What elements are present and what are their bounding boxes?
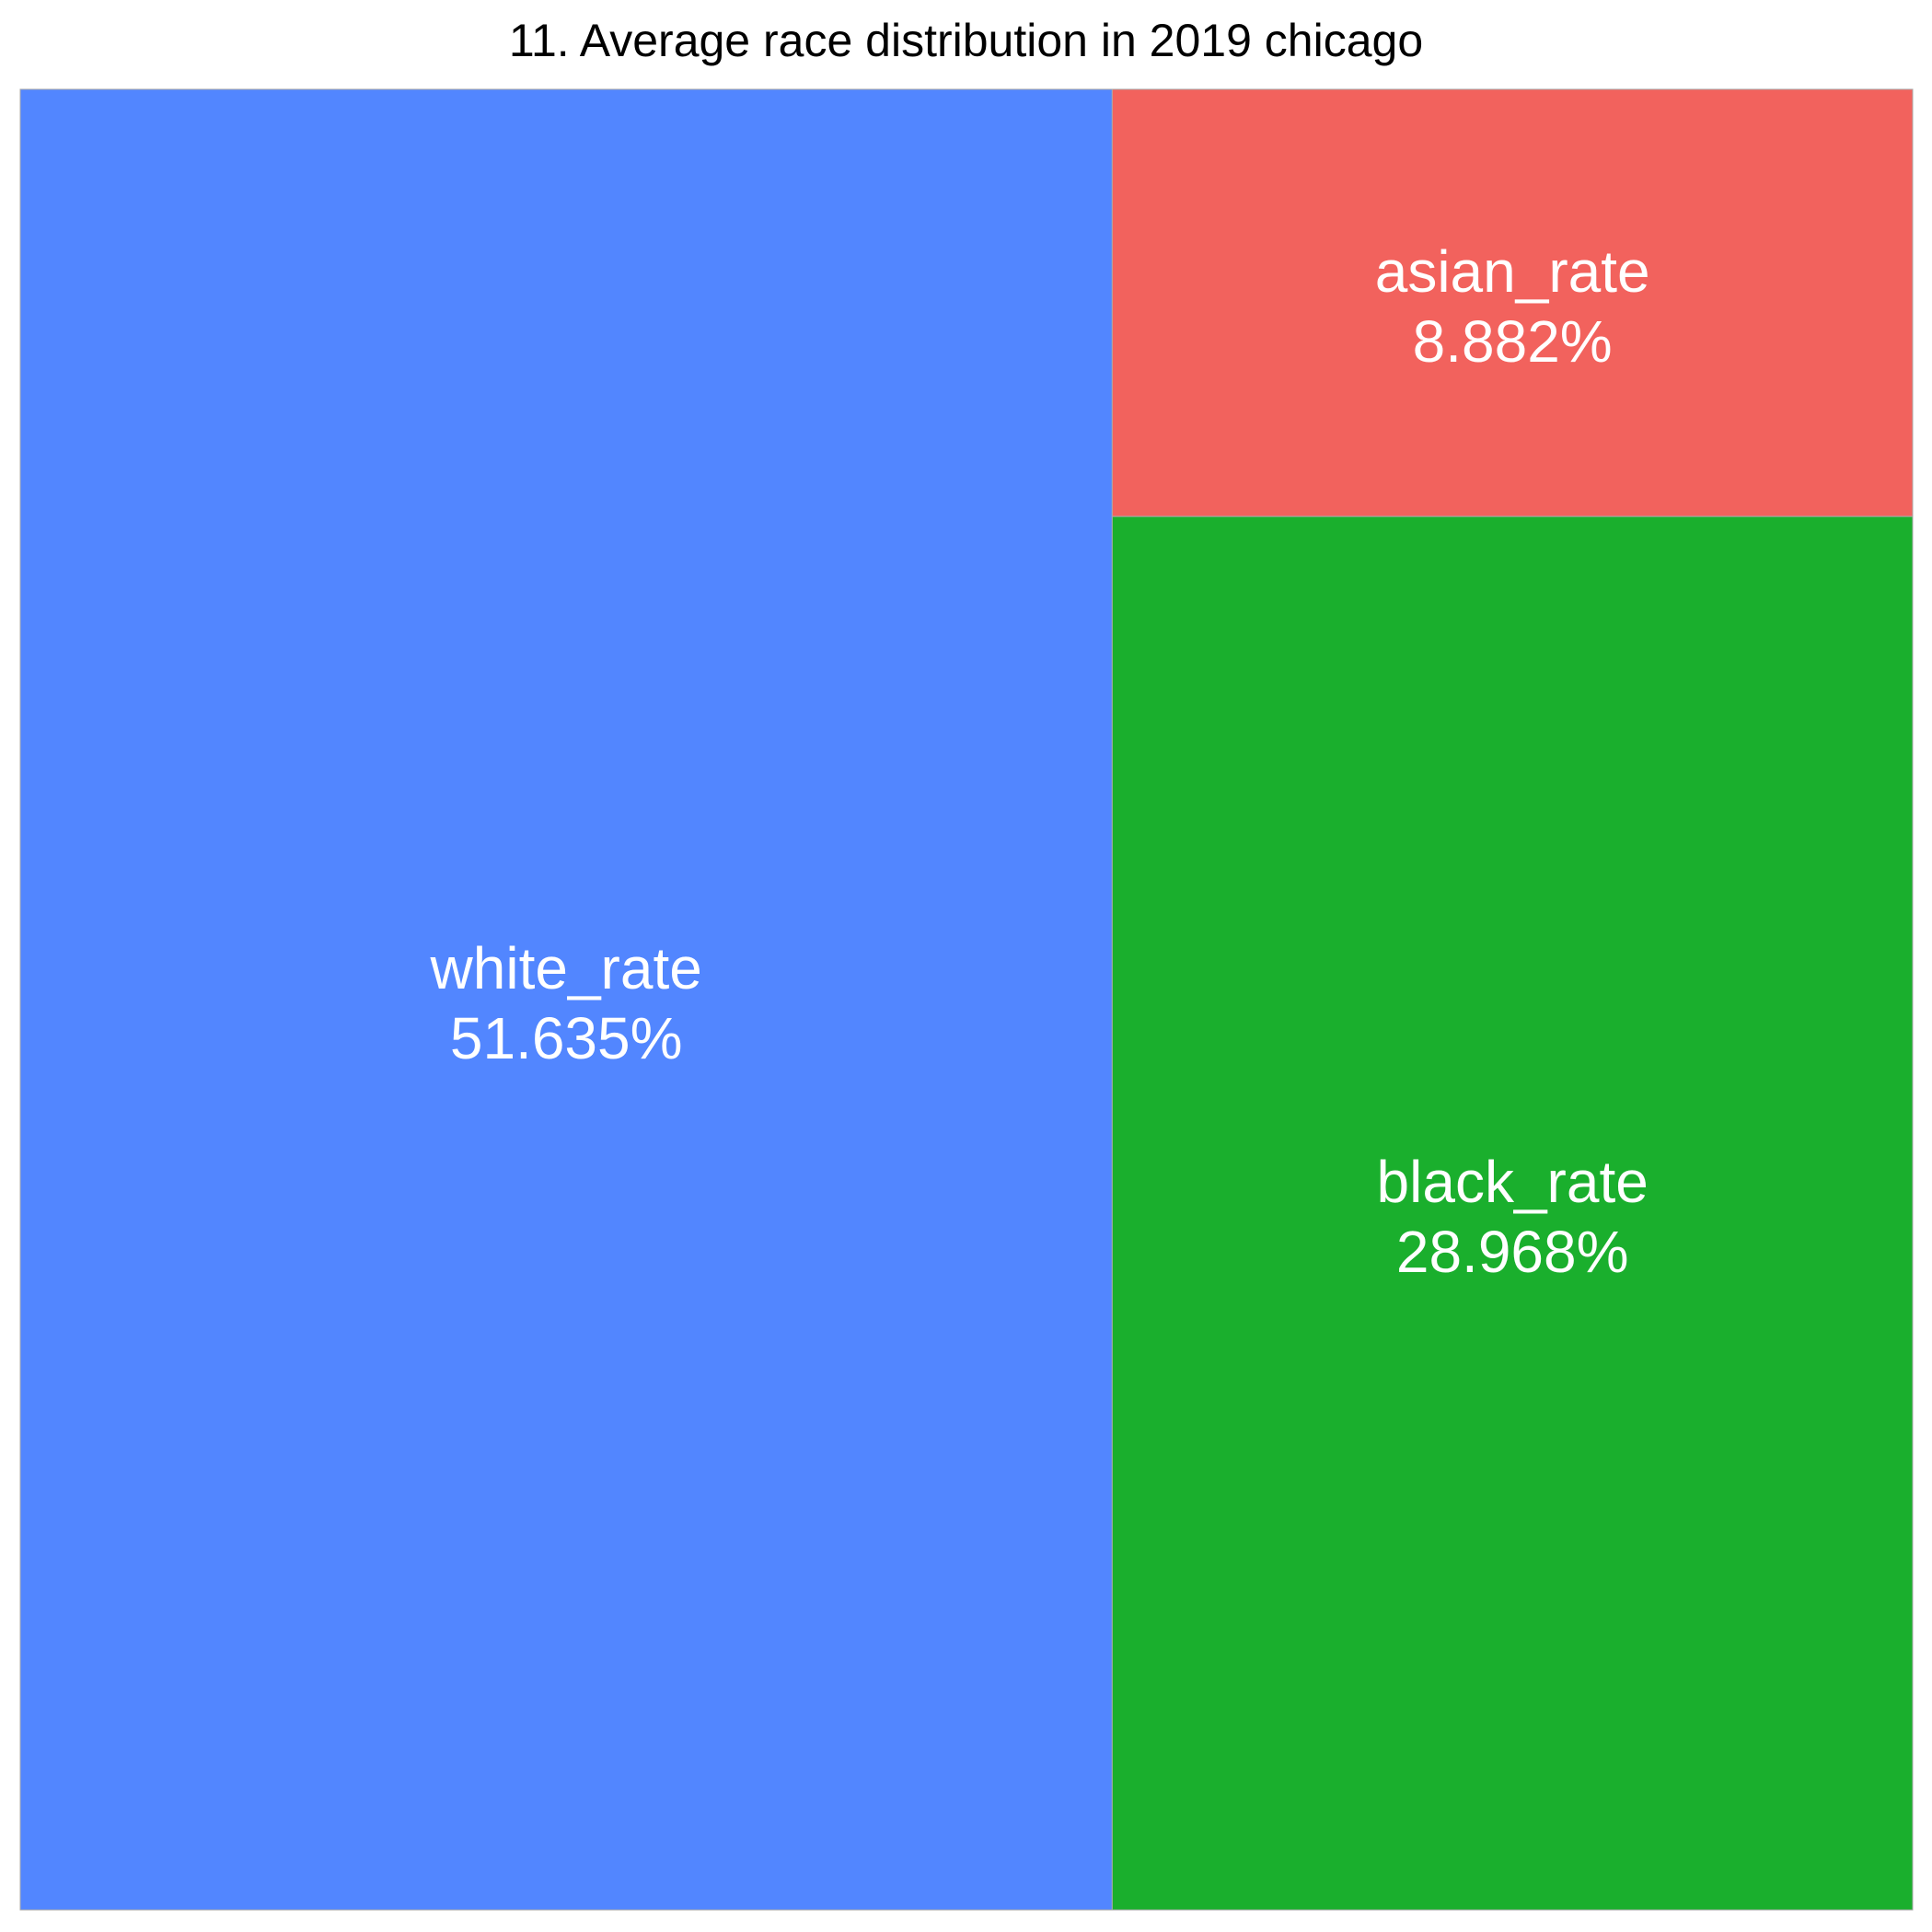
tile-value-asian-rate: 8.882% (1413, 308, 1613, 375)
chart-title: 11. Average race distribution in 2019 ch… (508, 15, 1424, 66)
tile-label-asian-rate: asian_rate (1375, 238, 1650, 305)
tile-rect-white-rate (19, 88, 1113, 1911)
tile-label-black-rate: black_rate (1377, 1149, 1649, 1215)
tile-value-black-rate: 28.968% (1396, 1219, 1629, 1285)
tile-label-white-rate: white_rate (430, 935, 702, 1001)
tile-value-white-rate: 51.635% (450, 1005, 683, 1071)
tile-rect-asian-rate (1111, 88, 1914, 517)
tile-rect-black-rate (1111, 515, 1914, 1911)
